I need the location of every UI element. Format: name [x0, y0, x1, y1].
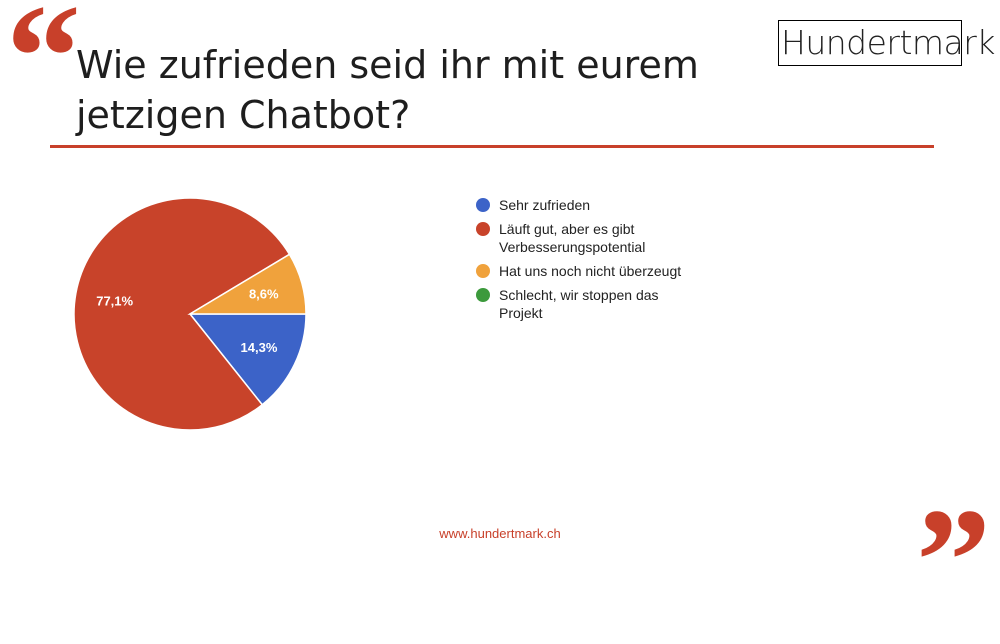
legend-label: Hat uns noch nicht überzeugt: [499, 263, 682, 279]
legend-item-laeuft-gut: Läuft gut, aber es gibt Verbesserungspot…: [476, 220, 776, 256]
pie-slice-1: [73, 197, 291, 431]
legend-label: Schlecht, wir stoppen das Projekt: [499, 287, 659, 321]
legend-item-nicht-ueberzeugt: Hat uns noch nicht überzeugt: [476, 262, 776, 280]
legend-item-sehr-zufrieden: Sehr zufrieden: [476, 196, 776, 214]
slide-title: Wie zufrieden seid ihr mit eurem jetzige…: [76, 43, 699, 137]
legend-swatch: [476, 198, 490, 212]
pie-chart: 14,3% 77,1% 8,6%: [73, 197, 307, 431]
chart-legend: Sehr zufrieden Läuft gut, aber es gibt V…: [476, 196, 776, 328]
pie-slice-0: [188, 313, 307, 406]
pie-slice-label-1: 77,1%: [96, 293, 133, 308]
legend-swatch: [476, 222, 490, 236]
pie-labels: 14,3% 77,1% 8,6%: [96, 287, 279, 356]
pie-slice-label-2: 8,6%: [249, 287, 279, 302]
hundertmark-logo: Hundertmark: [778, 20, 995, 66]
legend-label: Sehr zufrieden: [499, 197, 591, 213]
pie-slice-2: [187, 253, 307, 315]
close-quote-mark: ”: [916, 478, 991, 644]
title-divider: [50, 145, 934, 148]
pie-slices: [73, 197, 307, 431]
legend-swatch: [476, 288, 490, 302]
pie-slice-label-0: 14,3%: [241, 340, 278, 355]
legend-item-schlecht: Schlecht, wir stoppen das Projekt: [476, 286, 776, 322]
open-quote-mark: “: [6, 0, 81, 140]
legend-label: Läuft gut, aber es gibt Verbesserungspot…: [499, 221, 646, 255]
legend-swatch: [476, 264, 490, 278]
footer-url: www.hundertmark.ch: [439, 526, 561, 541]
